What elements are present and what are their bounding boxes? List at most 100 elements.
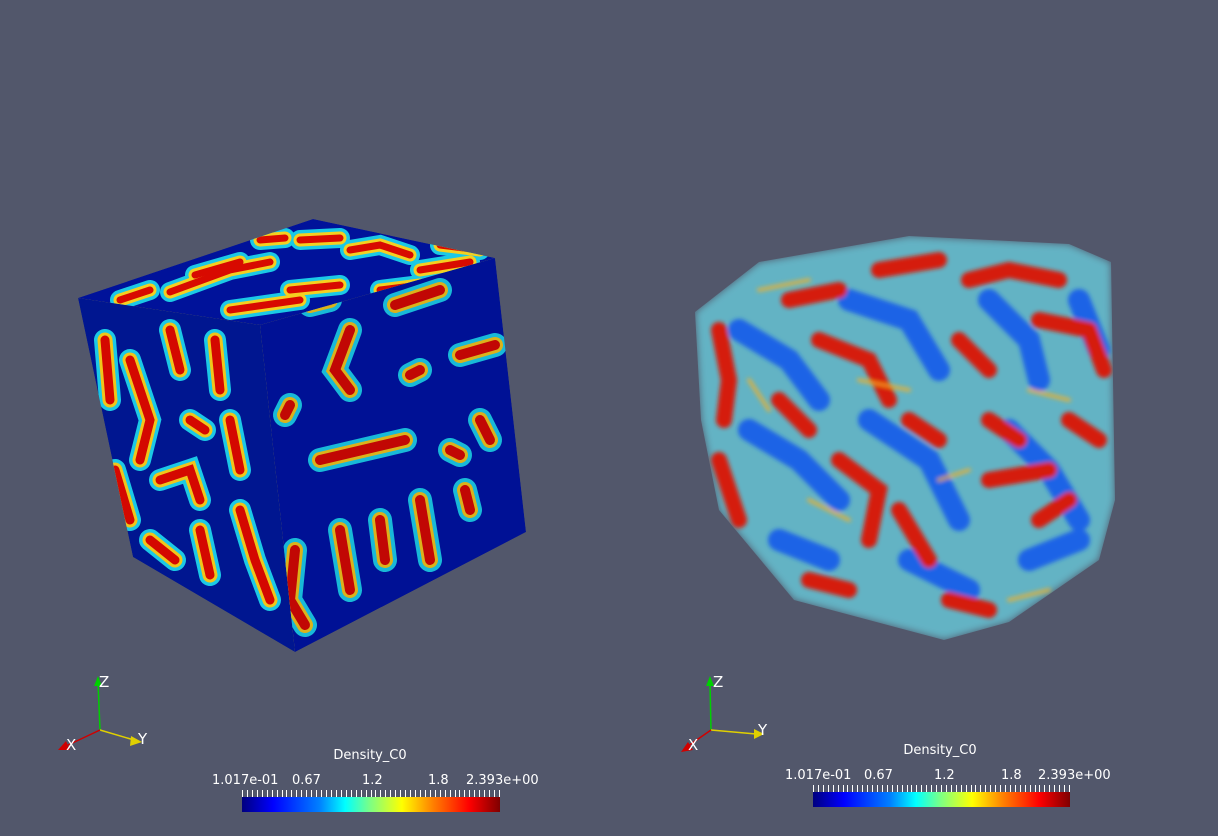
colorbar-tick bbox=[326, 790, 327, 797]
colorbar-tick bbox=[390, 790, 391, 797]
colorbar-tick bbox=[862, 785, 863, 792]
colorbar-label: 1.2 bbox=[934, 768, 955, 783]
colorbar-ticks bbox=[242, 790, 500, 797]
colorbar-label: 0.67 bbox=[864, 768, 893, 783]
colorbar-tick bbox=[371, 790, 372, 797]
colorbar-tick bbox=[902, 785, 903, 792]
colorbar-tick bbox=[1069, 785, 1070, 792]
colorbar-tick bbox=[291, 790, 292, 797]
z-axis-line bbox=[97, 681, 101, 731]
colorbar-tick bbox=[459, 790, 460, 797]
render-view-left[interactable]: Z Y X Density_C0 1.017e-01 0.67 1.2 1.8 … bbox=[0, 0, 609, 836]
colorbar-tick bbox=[1020, 785, 1021, 792]
render-view-right[interactable]: Z Y X Density_C0 1.017e-01 0.67 1.2 1.8 … bbox=[609, 0, 1218, 836]
colorbar-tick bbox=[272, 790, 273, 797]
colorbar-tick bbox=[995, 785, 996, 792]
colorbar-tick bbox=[985, 785, 986, 792]
colorbar-tick bbox=[980, 785, 981, 792]
y-axis-arrow bbox=[754, 729, 764, 739]
x-axis-line bbox=[687, 729, 712, 747]
colorbar-tick bbox=[843, 785, 844, 792]
density-cube-surface[interactable] bbox=[0, 0, 609, 836]
z-axis-label: Z bbox=[713, 673, 723, 691]
colorbar-tick bbox=[1010, 785, 1011, 792]
colorbar-tick bbox=[818, 785, 819, 792]
colorbar-tick bbox=[1059, 785, 1060, 792]
colorbar-tick bbox=[931, 785, 932, 792]
colorbar-tick bbox=[306, 790, 307, 797]
x-axis-arrow bbox=[58, 741, 70, 750]
colorbar-tick bbox=[857, 785, 858, 792]
volume-body bbox=[695, 236, 1115, 640]
colorbar-title: Density_C0 bbox=[903, 743, 977, 758]
colorbar-label: 1.8 bbox=[1001, 768, 1022, 783]
colorbar-tick bbox=[867, 785, 868, 792]
colorbar-tick bbox=[911, 785, 912, 792]
colorbar-tick bbox=[375, 790, 376, 797]
colorbar-tick bbox=[926, 785, 927, 792]
colorbar-tick bbox=[415, 790, 416, 797]
colorbar-tick bbox=[425, 790, 426, 797]
colorbar-tick bbox=[252, 790, 253, 797]
colorbar-tick bbox=[887, 785, 888, 792]
y-axis-arrow bbox=[130, 736, 142, 746]
colorbar-tick bbox=[838, 785, 839, 792]
colorbar-tick bbox=[961, 785, 962, 792]
colorbar-tick bbox=[479, 790, 480, 797]
colorbar-tick bbox=[499, 790, 500, 797]
colorbar-tick bbox=[897, 785, 898, 792]
colorbar-tick bbox=[435, 790, 436, 797]
colorbar-tick bbox=[990, 785, 991, 792]
colorbar-tick bbox=[941, 785, 942, 792]
colorbar-tick bbox=[1054, 785, 1055, 792]
colorbar-label: 1.2 bbox=[362, 773, 383, 788]
colorbar-tick bbox=[847, 785, 848, 792]
colorbar-tick bbox=[951, 785, 952, 792]
colorbar-tick bbox=[351, 790, 352, 797]
colorbar-tick bbox=[892, 785, 893, 792]
colorbar-tick bbox=[474, 790, 475, 797]
colorbar-tick bbox=[420, 790, 421, 797]
colorbar-tick bbox=[813, 785, 814, 792]
colorbar-label-max: 2.393e+00 bbox=[1038, 768, 1111, 783]
colorbar-tick bbox=[301, 790, 302, 797]
colorbar-label-min: 1.017e-01 bbox=[212, 773, 279, 788]
colorbar-tick bbox=[395, 790, 396, 797]
colorbar-ticks bbox=[813, 785, 1070, 792]
cube-right-face bbox=[260, 258, 526, 652]
colorbar-tick bbox=[1064, 785, 1065, 792]
colorbar-tick bbox=[400, 790, 401, 797]
y-axis-line bbox=[710, 729, 757, 735]
colorbar-tick bbox=[907, 785, 908, 792]
colorbar-tick bbox=[494, 790, 495, 797]
y-axis-label: Y bbox=[137, 730, 148, 748]
colorbar-label-min: 1.017e-01 bbox=[785, 768, 852, 783]
z-axis-arrow bbox=[94, 676, 102, 686]
colorbar bbox=[813, 792, 1070, 807]
colorbar-tick bbox=[828, 785, 829, 792]
colorbar-tick bbox=[1049, 785, 1050, 792]
colorbar-tick bbox=[1025, 785, 1026, 792]
colorbar-tick bbox=[833, 785, 834, 792]
cube-left-face bbox=[78, 298, 295, 652]
colorbar-tick bbox=[321, 790, 322, 797]
colorbar-tick bbox=[936, 785, 937, 792]
colorbar-tick bbox=[916, 785, 917, 792]
colorbar-tick bbox=[385, 790, 386, 797]
colorbar-tick bbox=[410, 790, 411, 797]
colorbar-tick bbox=[852, 785, 853, 792]
colorbar-tick bbox=[484, 790, 485, 797]
z-axis-line bbox=[709, 681, 712, 731]
colorbar-label: 1.8 bbox=[428, 773, 449, 788]
y-axis-label: Y bbox=[757, 721, 768, 739]
orientation-axes: Z Y X bbox=[58, 673, 148, 754]
colorbar-tick bbox=[286, 790, 287, 797]
colorbar-tick bbox=[1044, 785, 1045, 792]
colorbar-tick bbox=[277, 790, 278, 797]
colorbar-tick bbox=[1039, 785, 1040, 792]
colorbar-tick bbox=[1035, 785, 1036, 792]
colorbar-tick bbox=[311, 790, 312, 797]
colorbar-tick bbox=[380, 790, 381, 797]
colorbar-tick bbox=[440, 790, 441, 797]
density-cube-volume[interactable] bbox=[609, 0, 1218, 836]
